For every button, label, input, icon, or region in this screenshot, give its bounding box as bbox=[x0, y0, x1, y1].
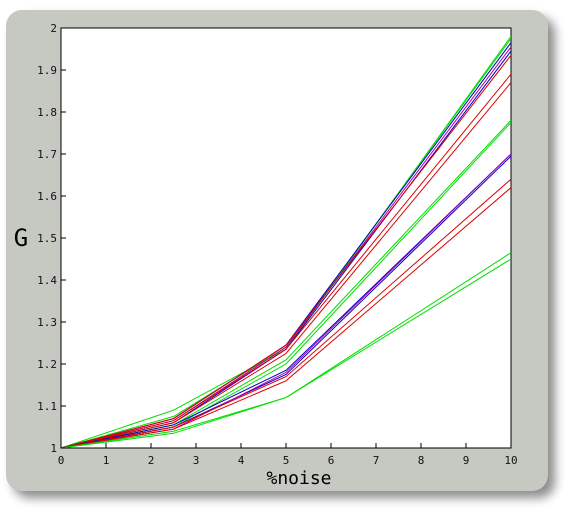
x-tick-label: 2 bbox=[148, 454, 155, 467]
series-line-15 bbox=[60, 187, 512, 449]
x-tick-label: 4 bbox=[238, 454, 245, 467]
series-line-6 bbox=[60, 54, 512, 449]
y-axis-ticks: 1 1.1 1.2 1.3 1.4 1.5 1.6 1.7 1.8 1.9 2 bbox=[37, 22, 66, 455]
series-line-16 bbox=[60, 252, 512, 449]
y-tick-label: 1 bbox=[50, 442, 57, 455]
x-axis-ticks: 0 1 2 3 4 5 6 7 8 9 10 bbox=[58, 443, 518, 467]
x-tick-label: 7 bbox=[373, 454, 380, 467]
y-tick-label: 2 bbox=[50, 22, 57, 35]
series-line-11 bbox=[60, 153, 512, 449]
series-line-7 bbox=[60, 73, 512, 449]
y-tick-label: 1.8 bbox=[37, 106, 57, 119]
x-tick-label: 8 bbox=[418, 454, 425, 467]
y-axis-label: G bbox=[14, 224, 28, 252]
series-line-8 bbox=[60, 82, 512, 449]
x-tick-label: 10 bbox=[504, 454, 517, 467]
y-tick-label: 1.9 bbox=[37, 64, 57, 77]
series-line-17 bbox=[60, 258, 512, 449]
y-tick-label: 1.6 bbox=[37, 190, 57, 203]
y-tick-label: 1.7 bbox=[37, 148, 57, 161]
y-tick-label: 1.5 bbox=[37, 232, 57, 245]
x-tick-label: 9 bbox=[463, 454, 470, 467]
series-layer bbox=[60, 36, 512, 449]
x-tick-label: 6 bbox=[328, 454, 335, 467]
x-tick-label: 0 bbox=[58, 454, 65, 467]
y-tick-label: 1.2 bbox=[37, 358, 57, 371]
x-tick-label: 1 bbox=[103, 454, 110, 467]
plot-area bbox=[60, 27, 512, 449]
x-tick-label: 3 bbox=[193, 454, 200, 467]
y-tick-label: 1.3 bbox=[37, 316, 57, 329]
x-tick-label: 5 bbox=[283, 454, 290, 467]
series-line-14 bbox=[60, 178, 512, 449]
x-axis-label: %noise bbox=[266, 468, 331, 489]
y-tick-label: 1.4 bbox=[37, 274, 57, 287]
y-tick-label: 1.1 bbox=[37, 400, 57, 413]
